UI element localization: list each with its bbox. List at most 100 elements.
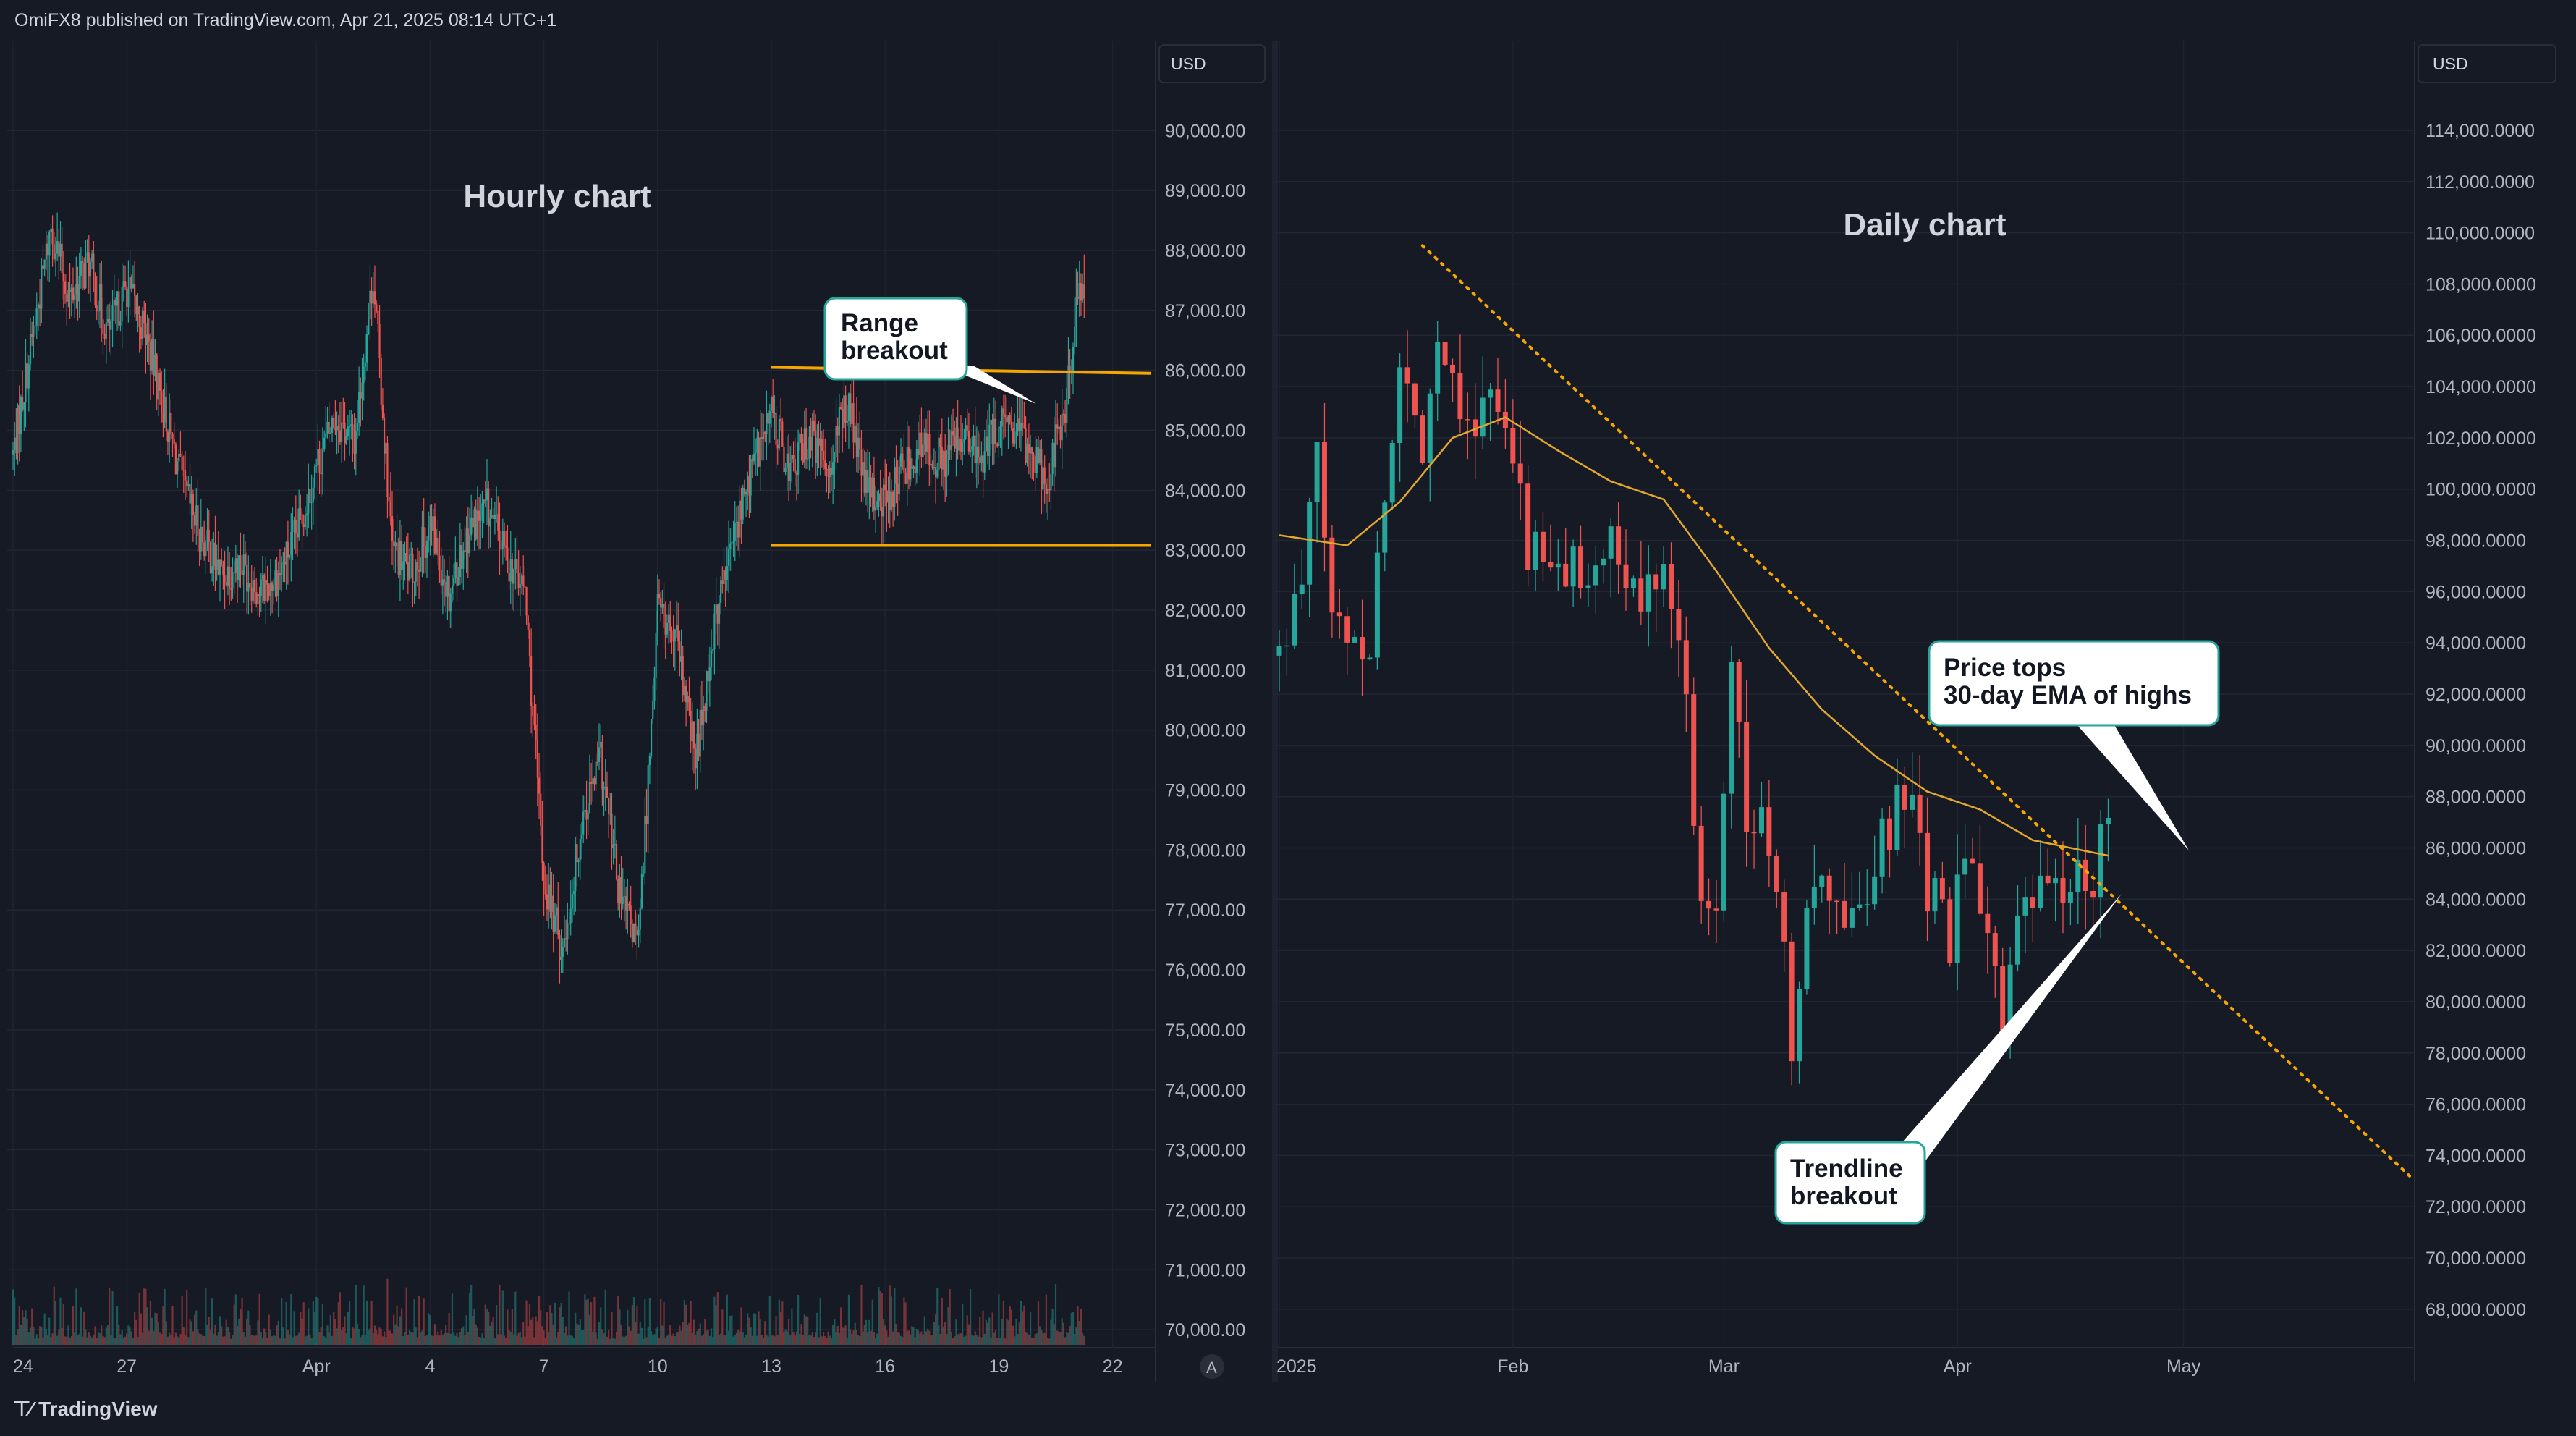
hourly-candle-body [383, 418, 386, 454]
hourly-candle-body [707, 671, 709, 682]
hourly-candle-body [135, 295, 137, 315]
hourly-volume-bar [273, 1335, 275, 1345]
hourly-volume-bar [59, 1297, 62, 1345]
hourly-candle-body [94, 272, 96, 305]
hourly-volume-bar [348, 1301, 351, 1345]
hourly-candle-body [979, 457, 981, 463]
hourly-volume-bar [70, 1336, 72, 1345]
hourly-volume-bar [182, 1327, 185, 1345]
hourly-volume-bar [808, 1334, 810, 1345]
hourly-candle-body [907, 447, 910, 480]
hourly-candle-body [101, 284, 103, 320]
hourly-volume-bar [111, 1291, 114, 1345]
tradingview-logo[interactable]: ⊤⁄ TradingView [13, 1397, 158, 1421]
daily-candle-body [1450, 364, 1456, 373]
daily-currency-badge[interactable] [2418, 44, 2556, 83]
hourly-candle-body [157, 373, 159, 400]
hourly-candle-body [1077, 297, 1079, 299]
daily-ema-line [1279, 416, 2109, 857]
hourly-volume-bar [593, 1296, 596, 1345]
hourly-candle-body [906, 447, 908, 484]
hourly-candle-body [559, 934, 561, 960]
hourly-candle-body [388, 497, 390, 502]
hourly-candle-body [454, 562, 457, 578]
hourly-price-scale[interactable] [1156, 41, 1272, 1351]
hourly-price-tick: 83,000.00 [1165, 541, 1245, 561]
hourly-volume-bar [516, 1335, 518, 1345]
hourly-candle-body [795, 473, 798, 475]
hourly-candle-body [356, 423, 359, 432]
daily-candle-body [1360, 637, 1365, 660]
hourly-candle-body [886, 490, 888, 503]
hourly-volume-bar [341, 1330, 343, 1345]
hourly-candle-body [636, 926, 638, 936]
hourly-candle-body [39, 304, 41, 309]
hourly-volume-bar [977, 1336, 980, 1345]
hourly-candle-body [331, 418, 334, 433]
hourly-candle-body [113, 300, 115, 305]
hourly-volume-bar [453, 1332, 455, 1345]
hourly-candle-body [808, 436, 810, 459]
hourly-candle-body [170, 413, 172, 434]
hourly-candle-body [415, 562, 417, 582]
auto-scale-button[interactable] [1200, 1354, 1224, 1379]
hourly-volume-bar [520, 1337, 523, 1345]
hourly-volume-bar [214, 1325, 216, 1345]
daily-price-scale[interactable] [2415, 41, 2576, 1351]
hourly-candle-body [169, 413, 171, 442]
hourly-candle-body [797, 442, 800, 475]
daily-candle-body [1374, 552, 1380, 658]
hourly-candle-body [224, 575, 226, 583]
daily-pane[interactable] [1278, 41, 2414, 1351]
hourly-volume-bar [720, 1333, 722, 1345]
hourly-time-scale[interactable] [13, 1348, 1155, 1384]
pane-separator[interactable] [1272, 41, 1278, 1384]
hourly-currency-badge[interactable] [1158, 44, 1266, 83]
hourly-candle-body [1082, 284, 1084, 301]
hourly-candle-body [145, 323, 147, 345]
hourly-price-tick: 81,000.00 [1165, 661, 1245, 681]
hourly-volume-bar [121, 1329, 123, 1345]
hourly-candle-body [970, 449, 972, 452]
hourly-candle-body [500, 548, 502, 550]
hourly-volume-bar [1056, 1330, 1059, 1345]
hourly-volume-bar [835, 1332, 837, 1345]
hourly-candle-body [661, 604, 664, 608]
hourly-price-tick: 89,000.00 [1165, 181, 1245, 201]
hourly-volume-bar [138, 1293, 140, 1345]
hourly-volume-bar [852, 1330, 855, 1345]
hourly-volume-bar [881, 1293, 883, 1345]
hourly-volume-bar [295, 1335, 297, 1345]
hourly-volume-bar [732, 1336, 734, 1345]
hourly-candle-body [22, 397, 24, 410]
hourly-volume-bar [1078, 1321, 1080, 1345]
daily-candle-body [1578, 546, 1584, 588]
hourly-volume-bar [221, 1326, 223, 1345]
hourly-candle-body [555, 907, 558, 916]
hourly-volume-bar [993, 1332, 995, 1345]
daily-candle-body [1389, 443, 1395, 503]
hourly-candle-body [911, 458, 913, 469]
hourly-volume-bar [14, 1297, 16, 1345]
hourly-candle-body [971, 446, 973, 450]
hourly-candle-body [226, 566, 229, 586]
hourly-volume-bar [1028, 1335, 1030, 1345]
hourly-candle-body [927, 434, 929, 452]
daily-time-scale[interactable] [1278, 1348, 2414, 1384]
hourly-candle-body [603, 787, 605, 790]
hourly-pane[interactable] [13, 41, 1155, 1351]
hourly-volume-bar [958, 1333, 960, 1345]
hourly-candle-body [912, 466, 915, 469]
hourly-volume-bar [449, 1333, 452, 1345]
hourly-candle-body [377, 310, 379, 324]
hourly-candle-body [72, 287, 75, 300]
hourly-volume-bar [397, 1326, 399, 1345]
hourly-volume-bar [475, 1324, 477, 1345]
hourly-volume-bar [967, 1324, 970, 1345]
ema-box [1928, 640, 2220, 727]
hourly-volume-bar [836, 1326, 839, 1345]
hourly-price-tick: 80,000.00 [1165, 721, 1245, 741]
hourly-volume-bar [862, 1331, 864, 1345]
daily-candle-body [1985, 913, 1991, 934]
